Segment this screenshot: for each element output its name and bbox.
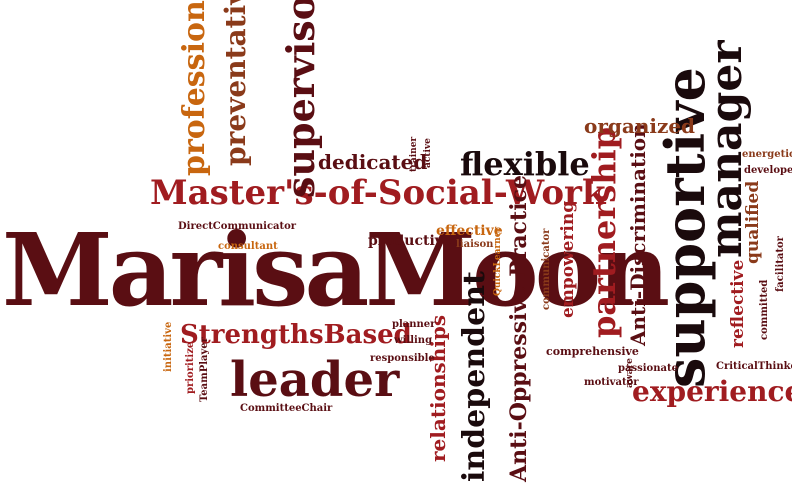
cloud-word: Anti-Discrimination <box>626 123 650 346</box>
cloud-word: Anti-Oppressive-Practice <box>506 175 532 482</box>
cloud-word: facilitator <box>775 236 786 292</box>
cloud-word: productive <box>368 233 452 249</box>
cloud-word: StrengthsBased <box>180 320 412 350</box>
cloud-word: CommitteeChair <box>240 403 333 414</box>
cloud-word: active <box>423 138 433 168</box>
cloud-word: organized <box>584 114 696 138</box>
cloud-word: QuickLearner <box>493 226 503 296</box>
cloud-word: motivator <box>584 377 639 388</box>
cloud-word: passionate <box>618 363 678 374</box>
cloud-word: prioritize <box>185 341 196 394</box>
cloud-word: responsible <box>370 353 435 364</box>
cloud-word: trainer <box>409 136 419 172</box>
cloud-word: communicator <box>541 228 552 310</box>
cloud-word: DirectCommunicator <box>178 221 297 232</box>
cloud-word: leader <box>230 352 400 408</box>
cloud-word: independent <box>457 271 492 482</box>
cloud-word: supervisor <box>278 0 323 198</box>
cloud-word: partnership <box>585 126 623 338</box>
cloud-word: committed <box>759 279 770 340</box>
cloud-word: Master's-of-Social-Work <box>150 173 606 213</box>
cloud-word: energetic <box>742 149 792 160</box>
cloud-word: developer <box>744 165 792 176</box>
cloud-word: comprehensive <box>546 345 639 358</box>
cloud-word: CriticalThinker <box>716 361 792 372</box>
cloud-word: reflective <box>728 259 748 348</box>
cloud-word: consultant <box>218 241 278 252</box>
cloud-word: aware <box>625 358 635 388</box>
cloud-word: initiative <box>163 321 174 372</box>
cloud-word: preventative <box>219 0 252 166</box>
cloud-word: empowering <box>558 200 578 318</box>
cloud-word: professional <box>177 0 212 176</box>
cloud-word: experienced <box>632 375 792 408</box>
cloud-word: qualified <box>743 180 763 264</box>
cloud-word: planner <box>392 319 436 330</box>
cloud-word: MarisaMoon <box>2 211 670 329</box>
cloud-word: TeamPlayer <box>199 337 210 402</box>
cloud-word: effective <box>436 223 503 239</box>
cloud-word: flexible <box>460 145 590 183</box>
cloud-word: dedicated <box>318 150 428 174</box>
cloud-word: liaison <box>456 239 494 250</box>
cloud-word: willing <box>394 335 433 346</box>
